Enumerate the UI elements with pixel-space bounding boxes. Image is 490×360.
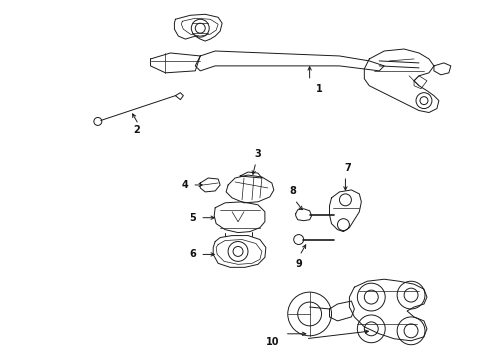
- Text: 7: 7: [344, 163, 351, 173]
- Text: 2: 2: [133, 125, 140, 135]
- Text: 10: 10: [266, 337, 280, 347]
- Text: 9: 9: [295, 260, 302, 269]
- Text: 1: 1: [316, 84, 322, 94]
- Text: 5: 5: [190, 213, 196, 223]
- Text: 8: 8: [289, 186, 296, 196]
- Text: 3: 3: [254, 149, 261, 159]
- Text: 4: 4: [182, 180, 188, 190]
- Text: 6: 6: [190, 249, 196, 260]
